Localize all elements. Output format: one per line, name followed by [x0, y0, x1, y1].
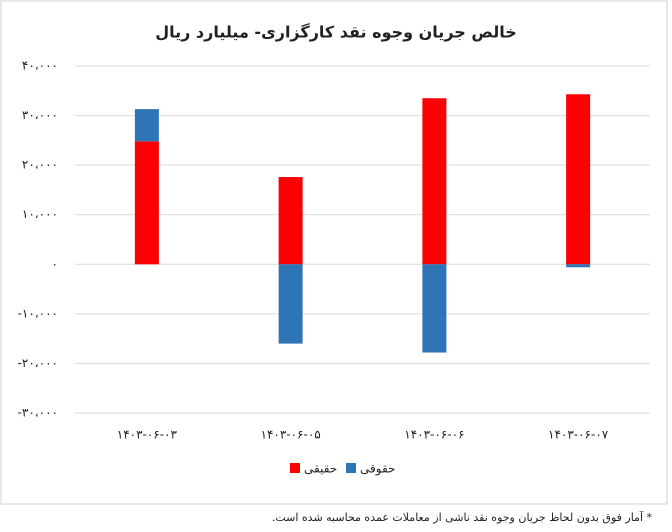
legend-swatch — [290, 463, 300, 473]
y-tick-label: -۲۰،۰۰۰ — [18, 356, 58, 370]
bar-segment — [422, 98, 447, 265]
y-tick-label: -۳۰،۰۰۰ — [18, 406, 58, 420]
bar-segment — [134, 141, 159, 265]
y-tick-label: ۲۰،۰۰۰ — [22, 158, 58, 172]
y-tick-label: ۴۰،۰۰۰ — [22, 59, 58, 73]
bar-segment — [566, 94, 591, 265]
bar-segment — [278, 264, 303, 344]
x-tick-label: ۱۴۰۳-۰۶-۰۵ — [261, 428, 321, 442]
bar-segment — [278, 177, 303, 265]
legend-label: حقیقی — [304, 462, 337, 476]
y-tick-label: ۱۰،۰۰۰ — [22, 207, 58, 221]
footnote: * آمار فوق بدون لحاظ جریان وجوه نقد ناشی… — [272, 510, 653, 524]
y-tick-label: ۰ — [52, 257, 58, 271]
bar-segment — [134, 109, 159, 142]
y-tick-label: ۳۰،۰۰۰ — [22, 108, 58, 122]
x-tick-label: ۱۴۰۳-۰۶-۰۶ — [404, 428, 464, 442]
bar-segment — [566, 264, 591, 268]
bar-segment — [422, 264, 447, 353]
x-tick-label: ۱۴۰۳-۰۶-۰۳ — [117, 428, 178, 442]
chart-title: خالص جریان وجوه نقد کارگزاری- میلیارد ری… — [155, 23, 517, 42]
y-tick-label: -۱۰،۰۰۰ — [18, 306, 58, 320]
legend-label: حقوقی — [360, 462, 395, 477]
x-tick-label: ۱۴۰۳-۰۶-۰۷ — [548, 428, 609, 442]
chart-frame — [0, 0, 668, 505]
legend-swatch — [346, 463, 356, 473]
